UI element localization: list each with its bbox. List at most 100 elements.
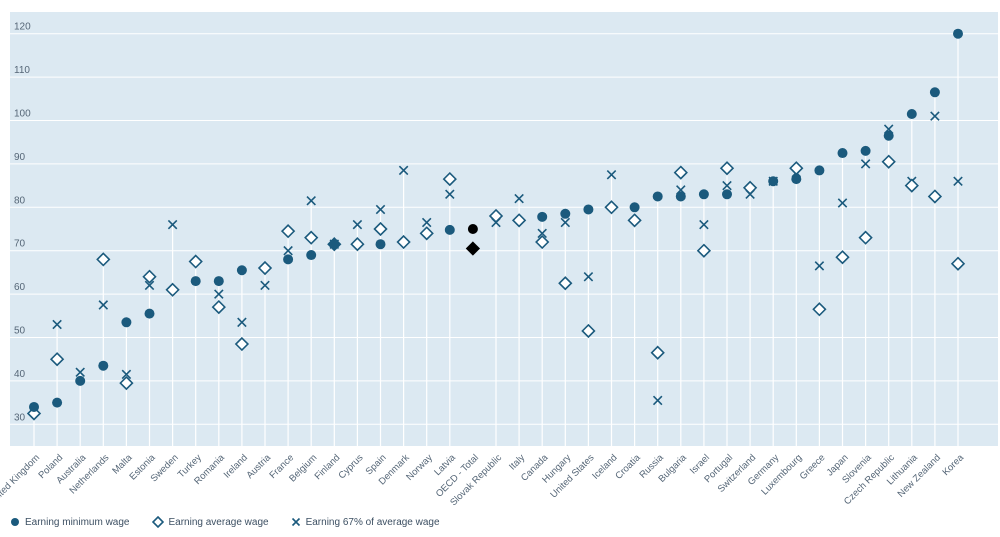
y-tick-label: 40 xyxy=(14,369,26,380)
min-wage-marker xyxy=(52,397,63,408)
avg-wage-marker xyxy=(442,171,457,187)
avg-wage-marker xyxy=(858,230,873,245)
avg-wage-marker xyxy=(650,345,665,360)
y-tick-label: 30 xyxy=(14,412,26,423)
avg-wage-marker xyxy=(535,234,550,250)
y-tick-label: 110 xyxy=(14,65,30,76)
min-wage-marker xyxy=(629,202,640,213)
min-wage-marker xyxy=(929,87,940,98)
avg-wage-marker xyxy=(950,256,966,271)
legend-x-icon xyxy=(291,517,300,527)
avg-wage-marker xyxy=(558,276,573,291)
pct67-marker xyxy=(144,280,155,291)
x-tick-label: Iceland xyxy=(590,452,619,481)
avg-wage-marker xyxy=(142,269,157,284)
avg-wage-marker xyxy=(234,336,250,352)
avg-wage-marker xyxy=(119,375,134,391)
min-wage-marker xyxy=(675,191,686,202)
pct67-marker xyxy=(514,193,524,204)
pct67-marker xyxy=(375,204,386,215)
min-wage-marker xyxy=(768,176,779,187)
y-tick-label: 90 xyxy=(14,152,26,163)
pct67-marker xyxy=(652,395,663,406)
x-tick-label: United Kingdom xyxy=(0,452,42,508)
min-wage-marker xyxy=(144,308,155,319)
pct67-marker xyxy=(283,245,293,256)
x-tick-label: Ireland xyxy=(222,452,250,480)
avg-wage-marker xyxy=(373,221,388,237)
avg-wage-marker xyxy=(49,352,65,367)
min-wage-marker xyxy=(75,375,86,386)
pct67-marker xyxy=(98,300,109,310)
x-tick-label: Cyprus xyxy=(336,452,365,481)
legend-diamond-icon xyxy=(151,516,164,528)
avg-wage-marker xyxy=(881,154,896,169)
min-wage-marker xyxy=(213,276,224,287)
pct67-marker xyxy=(860,159,871,169)
x-tick-label: Norway xyxy=(404,452,435,483)
legend-label-67pct: Earning 67% of average wage xyxy=(305,516,440,528)
pct67-marker xyxy=(445,189,455,200)
avg-wage-marker xyxy=(696,243,712,258)
pct67-marker xyxy=(306,196,316,206)
legend-item-avg-wage: Earning average wage xyxy=(151,516,269,528)
avg-wage-marker xyxy=(396,234,411,250)
min-wage-marker xyxy=(29,401,39,412)
y-tick-label: 100 xyxy=(14,109,31,120)
min-wage-marker xyxy=(560,208,571,219)
min-wage-marker xyxy=(121,317,132,328)
avg-wage-marker xyxy=(304,230,319,245)
pct67-marker xyxy=(814,261,825,271)
pct67-marker xyxy=(237,317,247,328)
x-tick-label: Korea xyxy=(940,452,966,478)
avg-wage-marker xyxy=(188,254,203,269)
avg-wage-marker xyxy=(350,237,365,252)
avg-wage-marker xyxy=(927,189,943,204)
min-wage-marker xyxy=(375,239,386,250)
avg-wage-marker xyxy=(627,213,642,228)
pct67-marker xyxy=(352,219,363,230)
x-tick-label: Croatia xyxy=(613,452,643,482)
legend-circle-icon xyxy=(11,518,19,526)
pct67-marker xyxy=(167,219,178,230)
min-wage-marker xyxy=(329,239,340,250)
pct67-marker xyxy=(121,369,132,380)
avg-wage-marker xyxy=(719,161,735,176)
min-wage-marker xyxy=(583,204,594,215)
y-tick-label: 50 xyxy=(14,326,26,337)
min-wage-marker xyxy=(283,254,294,265)
min-wage-marker xyxy=(698,189,709,200)
avg-wage-marker xyxy=(211,299,226,315)
min-wage-marker xyxy=(860,145,871,156)
pct67-marker xyxy=(837,198,848,208)
y-tick-label: 60 xyxy=(14,282,26,293)
avg-wage-marker xyxy=(96,252,111,267)
pct67-marker xyxy=(606,169,617,180)
pct67-marker xyxy=(699,219,709,230)
legend-label-avg-wage: Earning average wage xyxy=(168,516,269,528)
avg-wage-marker xyxy=(673,165,688,180)
avg-wage-marker xyxy=(604,200,619,215)
min-wage-marker xyxy=(837,148,848,159)
pct67-marker xyxy=(214,289,224,299)
min-wage-marker xyxy=(652,191,663,202)
min-wage-marker xyxy=(722,189,732,200)
pct67-marker xyxy=(537,228,547,239)
pct67-marker xyxy=(260,280,270,291)
min-wage-marker xyxy=(444,224,455,235)
avg-wage-marker xyxy=(581,323,596,339)
pct67-marker xyxy=(75,367,85,377)
pct67-marker xyxy=(52,319,62,330)
legend-item-67pct: Earning 67% of average wage xyxy=(291,517,440,528)
avg-wage-marker xyxy=(904,178,919,193)
y-tick-label: 70 xyxy=(14,239,26,250)
avg-wage-marker xyxy=(511,213,527,228)
avg-wage-marker xyxy=(835,250,850,265)
avg-wage-marker xyxy=(419,226,434,241)
pct67-marker xyxy=(722,180,732,191)
pct67-marker xyxy=(930,111,940,121)
min-wage-marker xyxy=(953,28,963,39)
min-wage-marker xyxy=(467,224,478,234)
